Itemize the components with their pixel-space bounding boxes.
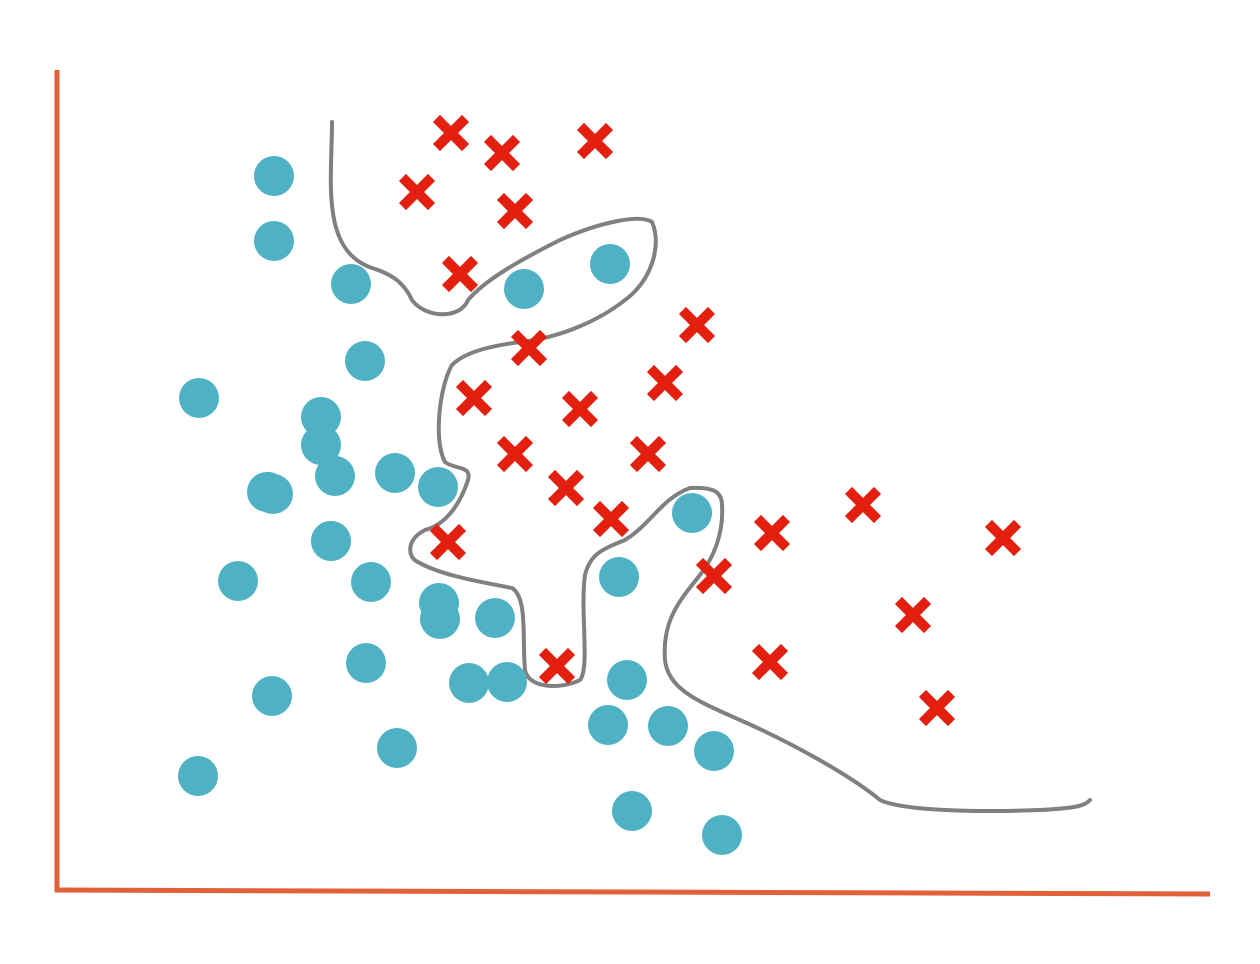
- circle-point: [694, 731, 734, 771]
- cross-point: [646, 364, 684, 402]
- cross-point: [538, 647, 576, 685]
- circle-point: [588, 705, 628, 745]
- circle-point: [179, 378, 219, 418]
- cross-point: [432, 114, 470, 152]
- circle-point: [590, 244, 630, 284]
- cross-point: [429, 523, 467, 561]
- cross-point: [984, 519, 1022, 557]
- circle-point: [178, 756, 218, 796]
- cross-point: [592, 500, 630, 538]
- data-points: [178, 114, 1022, 855]
- circle-point: [420, 599, 460, 639]
- cross-point: [441, 255, 479, 293]
- circle-point: [702, 815, 742, 855]
- circle-point: [345, 341, 385, 381]
- circle-point: [351, 562, 391, 602]
- circle-point: [252, 676, 292, 716]
- cross-point: [496, 435, 534, 473]
- circle-point: [218, 561, 258, 601]
- decision-boundary-line: [328, 120, 1092, 813]
- circle-point: [449, 663, 489, 703]
- cross-point: [483, 134, 521, 172]
- cross-point: [695, 557, 733, 595]
- cross-point: [398, 173, 436, 211]
- axes: [54, 70, 1211, 897]
- circle-point: [375, 453, 415, 493]
- cross-point: [547, 469, 585, 507]
- x-axis: [54, 887, 1211, 897]
- cross-point: [894, 596, 932, 634]
- circle-point: [607, 660, 647, 700]
- cross-point: [844, 486, 882, 524]
- circle-point: [331, 264, 371, 304]
- circle-point: [254, 221, 294, 261]
- circle-point: [475, 598, 515, 638]
- circle-point: [301, 397, 341, 437]
- circle-point: [301, 425, 341, 465]
- circle-point: [599, 557, 639, 597]
- decision-boundary: [328, 120, 1092, 813]
- circle-point: [377, 728, 417, 768]
- cross-point: [753, 514, 791, 552]
- cross-point: [751, 643, 789, 681]
- circle-point: [248, 472, 288, 512]
- circle-point: [315, 456, 355, 496]
- circle-point: [311, 521, 351, 561]
- cross-point: [510, 329, 548, 367]
- circle-point: [346, 643, 386, 683]
- cross-point: [918, 689, 956, 727]
- cross-point: [496, 192, 534, 230]
- circle-point: [487, 662, 527, 702]
- circle-point: [254, 156, 294, 196]
- cross-point: [629, 435, 667, 473]
- circle-point: [612, 791, 652, 831]
- cross-point: [561, 390, 599, 428]
- circle-point: [648, 706, 688, 746]
- cross-point: [455, 379, 493, 417]
- cross-point: [678, 306, 716, 344]
- cross-point: [576, 122, 614, 160]
- circle-point: [504, 269, 544, 309]
- circle-point: [418, 467, 458, 507]
- circle-point: [672, 493, 712, 533]
